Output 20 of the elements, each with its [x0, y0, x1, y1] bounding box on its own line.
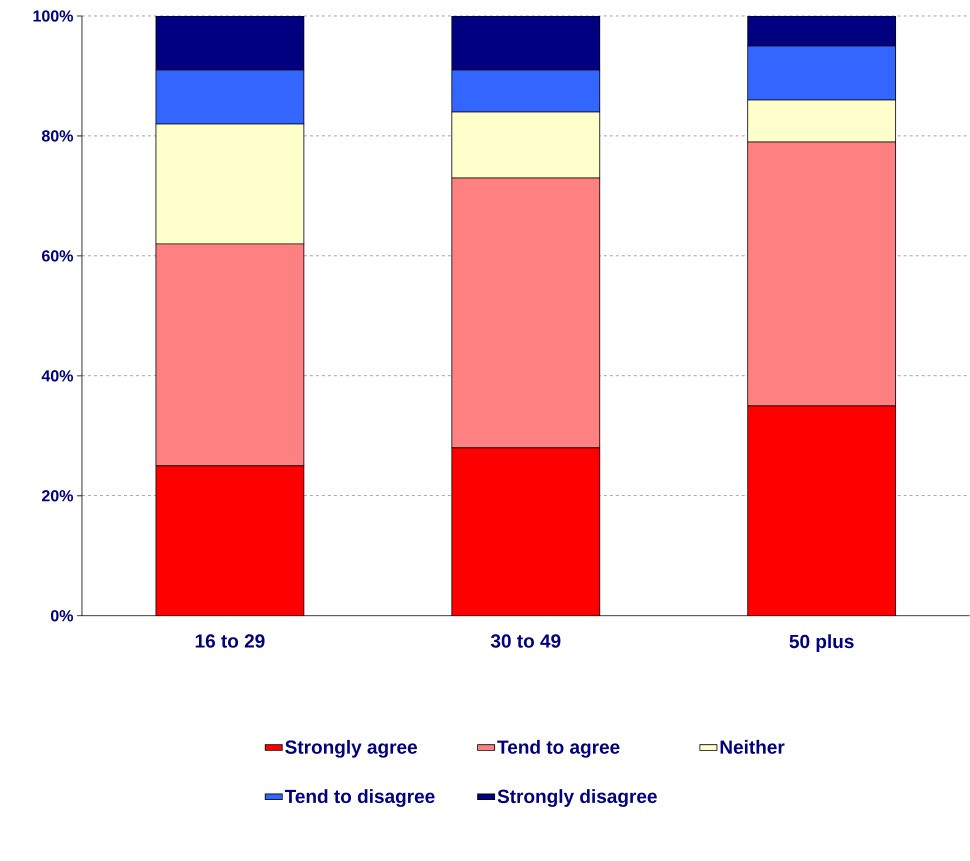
bar — [747, 406, 896, 616]
bar — [156, 466, 304, 616]
bar — [452, 448, 600, 616]
bar — [451, 16, 600, 71]
y-tick-label: 20% — [42, 490, 74, 502]
y-tick-label: 80% — [42, 130, 74, 142]
legend-label: Neither — [720, 740, 784, 754]
legend-label: Tend to agree — [497, 740, 620, 758]
legend-label: Tend to disagree — [284, 789, 435, 808]
legend-label: Strongly agree — [285, 740, 417, 758]
y-tick-label: 40% — [42, 370, 74, 382]
y-tick-label: 0% — [50, 610, 74, 622]
bar — [156, 16, 304, 71]
y-tick-label: 60% — [42, 250, 74, 262]
legend-label: Strongly disagree — [498, 789, 657, 808]
x-tick-label: 30 to 49 — [490, 634, 560, 648]
y-tick-label: 100% — [34, 10, 74, 22]
x-tick-label: 16 to 29 — [196, 634, 265, 648]
bar — [747, 16, 896, 47]
x-tick-label: 50 plus — [790, 634, 854, 652]
